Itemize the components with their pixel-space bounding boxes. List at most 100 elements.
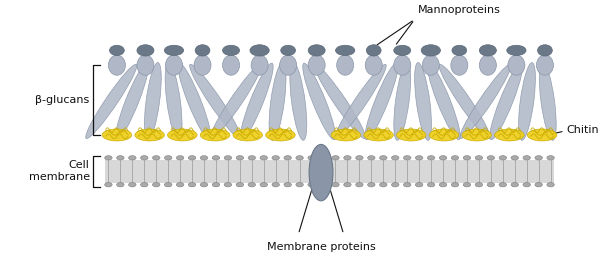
Ellipse shape [116, 63, 148, 140]
Ellipse shape [451, 183, 458, 187]
Ellipse shape [290, 63, 307, 140]
Ellipse shape [233, 129, 262, 141]
Ellipse shape [296, 183, 304, 187]
Ellipse shape [188, 156, 196, 160]
Ellipse shape [241, 63, 273, 140]
Ellipse shape [535, 183, 542, 187]
Ellipse shape [460, 64, 511, 139]
Ellipse shape [248, 183, 256, 187]
Ellipse shape [397, 129, 426, 141]
Ellipse shape [332, 183, 339, 187]
Ellipse shape [487, 156, 494, 160]
Ellipse shape [152, 156, 160, 160]
Ellipse shape [439, 64, 490, 139]
Ellipse shape [166, 55, 182, 75]
Ellipse shape [223, 45, 239, 56]
Ellipse shape [511, 183, 518, 187]
Ellipse shape [314, 64, 365, 139]
Ellipse shape [251, 55, 268, 75]
Ellipse shape [308, 156, 315, 160]
Ellipse shape [86, 64, 137, 139]
Ellipse shape [394, 55, 411, 75]
Ellipse shape [308, 55, 325, 75]
Ellipse shape [188, 183, 196, 187]
Ellipse shape [356, 156, 363, 160]
Ellipse shape [392, 156, 399, 160]
Ellipse shape [392, 183, 399, 187]
Ellipse shape [280, 55, 296, 75]
Ellipse shape [487, 183, 494, 187]
Ellipse shape [479, 45, 496, 56]
Ellipse shape [365, 63, 398, 140]
Ellipse shape [427, 63, 460, 140]
Ellipse shape [137, 45, 154, 56]
Ellipse shape [308, 45, 325, 56]
Ellipse shape [365, 55, 382, 75]
Ellipse shape [494, 129, 524, 141]
Ellipse shape [427, 156, 435, 160]
Ellipse shape [284, 183, 292, 187]
Ellipse shape [164, 156, 172, 160]
Ellipse shape [463, 183, 470, 187]
Ellipse shape [344, 156, 351, 160]
Ellipse shape [475, 156, 482, 160]
Text: Cell
membrane: Cell membrane [29, 160, 90, 182]
Text: β-glucans: β-glucans [35, 95, 90, 105]
Ellipse shape [281, 45, 295, 56]
Ellipse shape [479, 55, 496, 75]
Ellipse shape [250, 45, 269, 56]
Ellipse shape [523, 183, 530, 187]
Ellipse shape [272, 183, 280, 187]
Ellipse shape [429, 129, 459, 141]
Ellipse shape [508, 55, 525, 75]
Ellipse shape [527, 129, 557, 141]
Ellipse shape [380, 156, 387, 160]
Ellipse shape [536, 55, 553, 75]
Ellipse shape [320, 156, 327, 160]
Ellipse shape [511, 156, 518, 160]
Ellipse shape [320, 183, 327, 187]
Ellipse shape [439, 183, 447, 187]
Ellipse shape [236, 183, 244, 187]
Ellipse shape [128, 183, 136, 187]
Ellipse shape [367, 45, 381, 56]
Ellipse shape [331, 129, 361, 141]
Ellipse shape [116, 183, 124, 187]
Ellipse shape [164, 45, 184, 56]
Ellipse shape [195, 45, 210, 56]
Ellipse shape [538, 45, 553, 56]
Text: Mannoproteins: Mannoproteins [418, 5, 500, 15]
Ellipse shape [356, 183, 363, 187]
Ellipse shape [190, 64, 241, 139]
Ellipse shape [309, 144, 333, 201]
Ellipse shape [167, 129, 197, 141]
Ellipse shape [116, 156, 124, 160]
Ellipse shape [137, 55, 154, 75]
Ellipse shape [236, 156, 244, 160]
Ellipse shape [140, 156, 148, 160]
Ellipse shape [490, 63, 523, 140]
Ellipse shape [266, 129, 295, 141]
Ellipse shape [463, 156, 470, 160]
Ellipse shape [284, 156, 292, 160]
Ellipse shape [176, 183, 184, 187]
Ellipse shape [539, 63, 556, 140]
Ellipse shape [272, 156, 280, 160]
Ellipse shape [344, 183, 351, 187]
Ellipse shape [200, 156, 208, 160]
Ellipse shape [475, 183, 482, 187]
Ellipse shape [507, 45, 526, 56]
Ellipse shape [462, 129, 491, 141]
Ellipse shape [260, 183, 268, 187]
Ellipse shape [269, 63, 286, 140]
Ellipse shape [105, 156, 112, 160]
Ellipse shape [404, 183, 411, 187]
Ellipse shape [451, 156, 458, 160]
Ellipse shape [165, 63, 182, 140]
Ellipse shape [164, 183, 172, 187]
Ellipse shape [128, 156, 136, 160]
Ellipse shape [535, 156, 542, 160]
Ellipse shape [303, 63, 335, 140]
Ellipse shape [335, 45, 355, 56]
Text: Chitin: Chitin [566, 125, 599, 135]
